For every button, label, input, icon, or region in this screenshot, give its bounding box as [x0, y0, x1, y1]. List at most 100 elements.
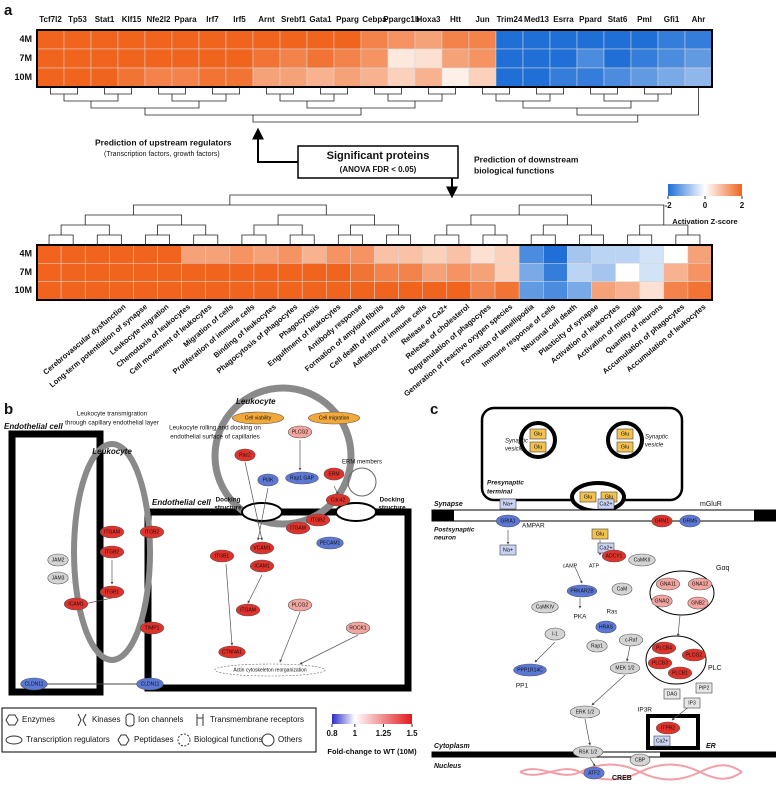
molecule-label: Cell viability: [245, 415, 272, 421]
colorbar-title: Activation Z-score: [672, 217, 737, 226]
molecule-node: [586, 639, 608, 653]
molecule-label: I-1: [552, 631, 558, 637]
heat-cell: [639, 281, 665, 301]
diagram-label: Glu: [596, 531, 605, 537]
heat-cell: [494, 281, 520, 301]
dendrogram-branch: [627, 234, 653, 245]
dendrogram-branch: [96, 234, 122, 245]
column-label: Pml: [637, 15, 652, 24]
diagram-label: Glu: [534, 444, 543, 450]
heat-cell: [350, 244, 375, 264]
heat-cell: [657, 67, 686, 88]
molecule-label: PRKAR2B: [570, 588, 594, 594]
dendrogram-branch: [590, 87, 618, 95]
heat-cell: [603, 29, 632, 50]
diagram-label: ER: [706, 743, 716, 750]
heat-cell: [687, 263, 713, 282]
molecule-node: [687, 577, 713, 591]
heat-cell: [63, 29, 92, 50]
molecule-node: [285, 521, 311, 535]
edge: [257, 487, 269, 541]
molecule-node: [566, 584, 598, 598]
molecule-label: PECAM1: [320, 540, 341, 546]
caption: Prediction of downstream: [474, 154, 579, 164]
edges: [506, 530, 691, 767]
molecule-node: [618, 633, 644, 647]
legend-label: Transmembrane receptors: [210, 715, 304, 724]
molecule-label: ITGAM: [240, 607, 256, 613]
heat-cell: [253, 263, 279, 282]
dendrogram-branch: [48, 234, 74, 245]
heat-cell: [229, 263, 255, 282]
dendrogram-branch: [522, 101, 632, 109]
diagram-label: Na+: [503, 501, 513, 507]
gq-cluster: [649, 570, 715, 616]
molecule-node: [611, 582, 633, 596]
molecule-node: [583, 766, 605, 780]
dendrogram-branch: [241, 234, 267, 245]
heat-cell: [630, 48, 659, 69]
heat-cell: [133, 281, 158, 301]
icon-peptidase: [117, 734, 130, 746]
heat-cell: [36, 281, 62, 301]
edges: [83, 440, 359, 665]
heat-cell: [60, 244, 86, 264]
heat-cell: [468, 29, 497, 50]
membrane-end: [754, 510, 776, 521]
molecule-label: ROCK1: [349, 625, 366, 631]
heat-cell: [277, 281, 303, 301]
molecule-label: GNA11: [660, 581, 676, 587]
molecule-node: [47, 571, 69, 585]
molecule-label: MEK 1/2: [615, 665, 634, 671]
heat-cell: [468, 67, 497, 88]
heat-cell: [470, 281, 496, 301]
legend-label: Peptidases: [134, 735, 174, 744]
molecule-label: GRIA1: [500, 518, 515, 524]
dendrogram-branch: [144, 108, 362, 116]
molecule-node: [99, 545, 125, 559]
dendrogram-branch: [495, 94, 551, 102]
heat-cell: [157, 263, 182, 282]
molecule-label: PLCG2: [292, 429, 309, 435]
edge: [225, 563, 234, 646]
molecule-node: [609, 661, 641, 675]
molecule-node: [249, 559, 275, 573]
dendrogram-branch: [306, 101, 416, 109]
icon-receptor: [196, 714, 204, 726]
heat-cell: [326, 244, 351, 264]
heat-cell: [591, 244, 616, 264]
heat-cell: [279, 29, 308, 50]
diagram-label: mGluR: [700, 501, 722, 508]
heat-cell: [549, 67, 578, 88]
dendrogram-branch: [337, 234, 363, 245]
nuclear-membrane-dark: [660, 752, 776, 757]
molecule-node: [601, 549, 627, 563]
dendrogram-branch: [579, 234, 604, 245]
diagram-label: Nucleus: [434, 763, 461, 770]
molecule-label: GNB2: [691, 600, 705, 606]
caption: biological functions: [474, 165, 555, 175]
column-label: Jun: [475, 15, 489, 24]
heat-cell: [252, 48, 281, 69]
dendrogram-branch: [50, 87, 78, 95]
molecule-node: [307, 411, 360, 425]
molecule-node: [651, 641, 677, 655]
dendrogram-branch: [289, 234, 315, 245]
dendrogram-branch: [349, 224, 400, 235]
diagram-label: Glu: [605, 494, 614, 500]
heat-cell: [387, 48, 416, 69]
heat-cell: [144, 48, 173, 69]
column-label: Ppara: [174, 15, 197, 24]
dendrogram-branch: [266, 87, 294, 95]
diagram-label: Docking: [216, 497, 241, 504]
molecule-label: ADCY1: [606, 553, 623, 559]
molecule-label: CLDN11: [25, 681, 44, 687]
legend-label: Kinases: [92, 715, 120, 724]
molecule-label: CTNNA1: [222, 649, 242, 655]
dendrogram-branch: [434, 234, 460, 245]
molecule-label: ERK 1/2: [576, 709, 595, 715]
diagram-label: Endothelial cell: [152, 498, 211, 507]
diagram-label: Ca2+: [599, 545, 612, 551]
heat-cell: [494, 244, 520, 264]
leukocyte-top: [211, 384, 355, 528]
